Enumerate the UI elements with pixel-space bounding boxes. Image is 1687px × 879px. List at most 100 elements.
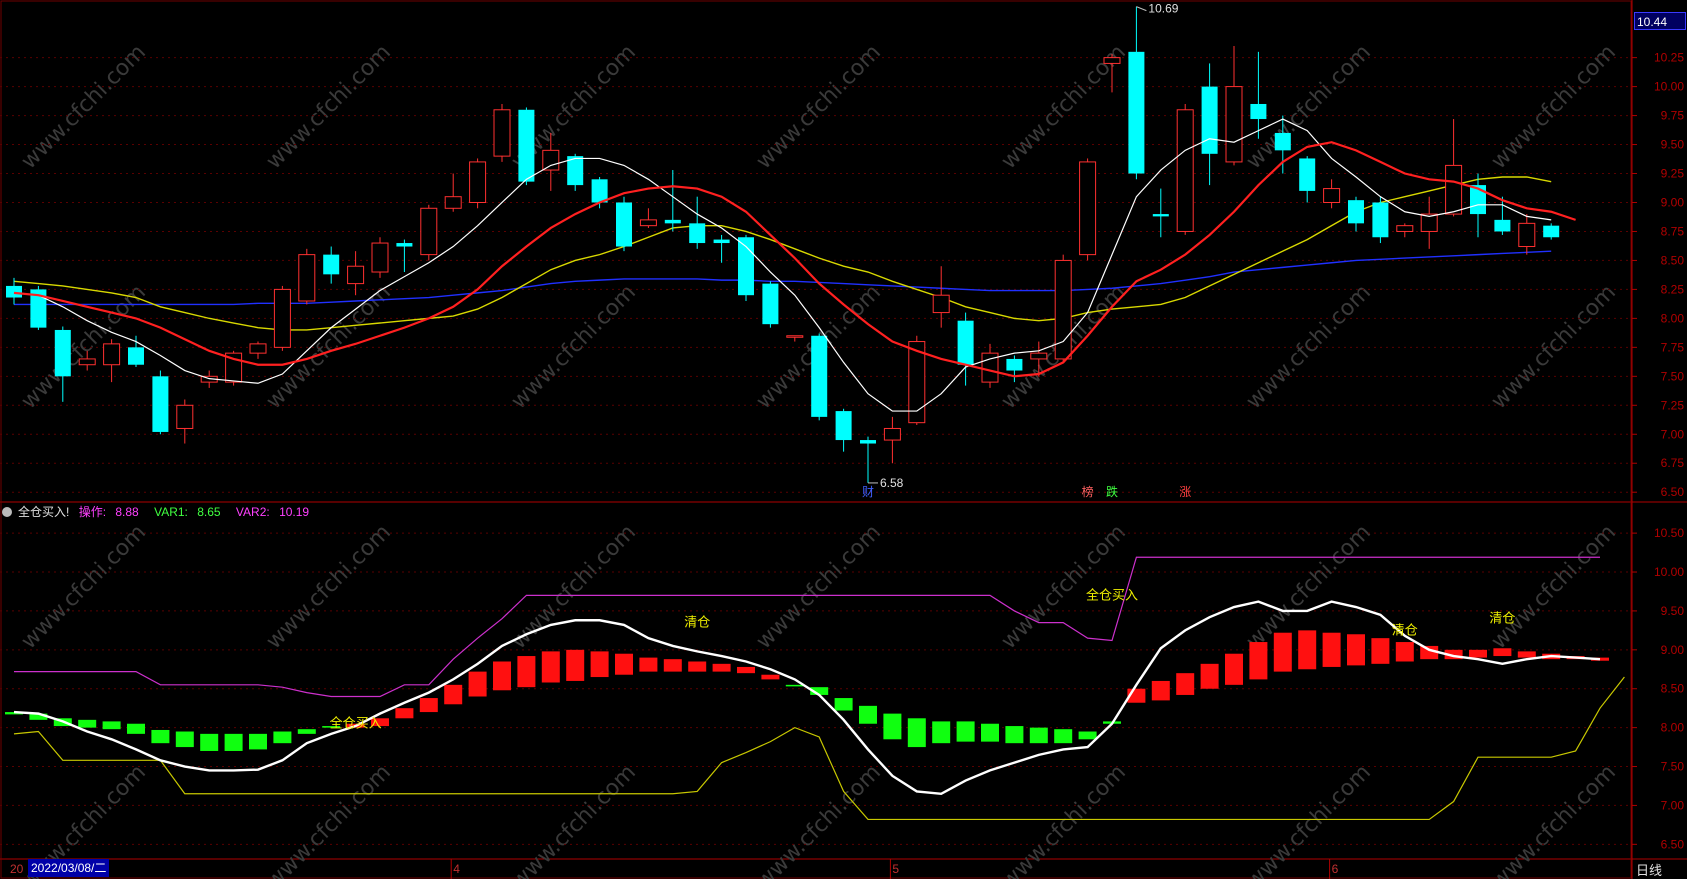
indicator-bar-up xyxy=(1444,649,1463,660)
indicator-bar-up xyxy=(1225,653,1243,685)
indicator-bar-up xyxy=(566,649,585,681)
indicator-bar-down xyxy=(834,698,853,711)
candle-body-up xyxy=(1103,57,1121,64)
low-price-label: 6.58 xyxy=(880,476,904,490)
indicator-bar-up xyxy=(712,663,731,672)
candle-body-down xyxy=(1543,225,1560,238)
indicator-settings-icon[interactable] xyxy=(2,507,12,517)
candle-body-down xyxy=(664,219,681,224)
event-marker: 跌 xyxy=(1106,484,1118,499)
price-tick-label: 10.25 xyxy=(1654,51,1684,65)
var2-label: VAR2: 10.19 xyxy=(235,505,310,519)
period-label[interactable]: 日线 xyxy=(1636,863,1663,878)
indicator-tick-label: 10.50 xyxy=(1654,526,1684,540)
event-marker: 榜 xyxy=(1082,484,1094,499)
candle-body-up xyxy=(273,288,291,348)
candle-body-down xyxy=(591,179,608,203)
indicator-tick-label: 6.50 xyxy=(1661,837,1685,851)
indicator-bar-down xyxy=(127,723,145,734)
indicator-bar-down xyxy=(249,733,267,750)
candle-body-up xyxy=(298,254,316,302)
indicator-tick-label: 8.00 xyxy=(1661,721,1685,735)
indicator-bar-down xyxy=(175,731,194,748)
candle-body-down xyxy=(762,283,779,325)
candle-body-down xyxy=(811,335,828,417)
candle-body-down xyxy=(616,202,632,247)
price-tick-label: 10.00 xyxy=(1654,80,1684,94)
candle-body-up xyxy=(883,427,901,441)
indicator-bar-up xyxy=(1322,632,1341,667)
indicator-annotation: 清仓 xyxy=(684,615,710,630)
candle-body-down xyxy=(567,156,584,186)
candle-body-down xyxy=(1201,86,1218,154)
price-tick-label: 7.50 xyxy=(1661,369,1685,383)
indicator-bar-up xyxy=(1347,634,1365,666)
price-tick-label: 9.25 xyxy=(1661,167,1685,181)
candle-body-down xyxy=(957,320,974,365)
candle-body-down xyxy=(1274,132,1291,151)
indicator-tick-label: 9.00 xyxy=(1661,643,1685,657)
candle-body-down xyxy=(1250,103,1267,120)
candle-body-down xyxy=(1372,202,1389,238)
indicator-bar-up xyxy=(493,661,511,691)
indicator-bar-down xyxy=(981,723,999,742)
indicator-bar-up xyxy=(1469,649,1487,658)
indicator-annotation: 清仓 xyxy=(1489,612,1515,627)
candle-body-up xyxy=(444,196,462,209)
indicator-bar-down xyxy=(224,733,243,751)
indicator-bar-up xyxy=(1371,638,1390,664)
indicator-bar-up xyxy=(639,657,658,672)
candle-body-up xyxy=(371,242,389,273)
event-marker: 财 xyxy=(862,485,874,499)
candle-body-down xyxy=(30,289,47,328)
indicator-bar-up xyxy=(1298,630,1317,670)
indicator-bar-down xyxy=(151,729,170,744)
candle-body-down xyxy=(396,243,413,247)
candle-body-up xyxy=(1225,86,1243,163)
date-cursor: 2022/03/08/二 xyxy=(28,859,110,877)
indicator-bar-up xyxy=(444,684,463,705)
current-price-tag: 10.44 xyxy=(1634,12,1686,30)
candle-body-up xyxy=(1176,109,1194,232)
month-label: 4 xyxy=(453,862,460,876)
candle-body-down xyxy=(152,376,169,432)
indicator-main-line xyxy=(13,600,1601,795)
indicator-bar-down xyxy=(273,731,292,744)
candle-body-up xyxy=(420,207,438,256)
event-marker: 涨 xyxy=(1179,484,1191,499)
indicator-bar-up xyxy=(371,718,389,727)
indicator-bar-down xyxy=(956,721,975,742)
candle-body-up xyxy=(639,219,657,227)
candle-body-down xyxy=(1006,358,1023,371)
candle-body-up xyxy=(542,149,560,171)
indicator-bar-up xyxy=(395,708,414,719)
candle-body-down xyxy=(1299,158,1316,191)
candle-body-down xyxy=(1470,185,1486,215)
chart-frame xyxy=(0,0,1632,879)
candle-body-down xyxy=(323,254,340,275)
indicator-name[interactable]: 全仓买入! xyxy=(18,505,70,519)
candle-body-up xyxy=(1420,213,1438,232)
price-tick-label: 7.00 xyxy=(1661,427,1685,441)
indicator-legend: 全仓买入! 操作: 8.88 VAR1: 8.65 VAR2: 10.19 xyxy=(2,503,321,520)
indicator-bar-down xyxy=(883,713,902,740)
var1-label: VAR1: 8.65 xyxy=(154,505,221,519)
candle-body-down xyxy=(1348,200,1364,224)
indicator-bar-down xyxy=(322,726,341,728)
candle-body-up xyxy=(347,265,365,285)
candle-body-down xyxy=(6,285,22,298)
indicator-bar-down xyxy=(297,729,316,734)
candle-body-up xyxy=(469,161,487,203)
indicator-bar-down xyxy=(907,718,926,748)
price-tick-label: 6.75 xyxy=(1661,456,1685,470)
candle-body-up xyxy=(1323,188,1341,203)
ma60-line xyxy=(14,250,1552,306)
indicator-bar-up xyxy=(737,666,755,674)
high-price-label-pointer xyxy=(1136,6,1147,12)
candle-body-down xyxy=(1128,51,1145,174)
indicator-bar-up xyxy=(663,659,682,672)
price-tick-label: 8.50 xyxy=(1661,253,1685,267)
indicator-bar-up xyxy=(468,671,487,697)
indicator-bar-up xyxy=(1200,663,1219,689)
